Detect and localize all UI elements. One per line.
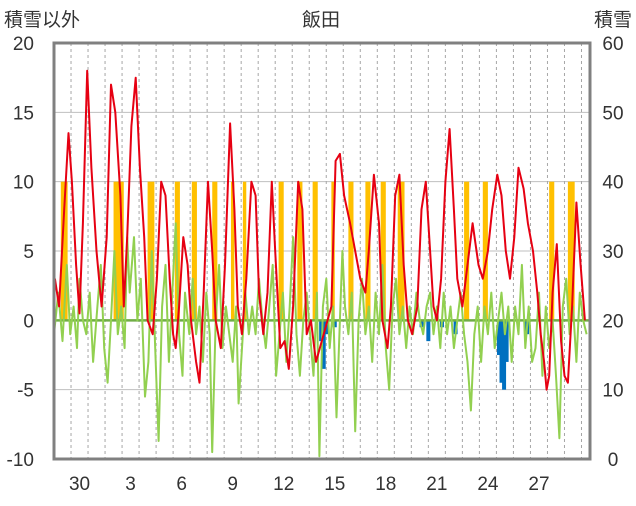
precipitation-bar [504, 320, 509, 362]
temperature-line [53, 69, 586, 391]
x-tick-label: 9 [227, 474, 238, 495]
sunshine-bar [397, 181, 405, 321]
sunshine-bar [549, 181, 555, 321]
sunshine-bar [464, 181, 470, 321]
x-tick-label: 21 [426, 474, 447, 495]
sunshine-bar [348, 181, 354, 321]
y-right-tick-label: 60 [602, 34, 623, 55]
x-tick-label: 27 [528, 474, 549, 495]
sunshine-bar [482, 181, 488, 321]
x-tick-label: 24 [477, 474, 499, 495]
y-left-tick-label: 0 [23, 311, 34, 332]
plot-frame [52, 41, 592, 461]
series-lines [53, 69, 590, 461]
y-axis-left: -10 -5 0 5 10 15 20 [7, 34, 34, 471]
y-right-tick-label: 30 [602, 242, 623, 263]
sunshine-bar [230, 181, 235, 321]
right-axis-label: 積雪 [594, 9, 632, 31]
y-right-tick-label: 0 [608, 450, 619, 471]
x-tick-label: 30 [69, 474, 90, 495]
sunshine-bar [312, 181, 318, 321]
y-right-tick-label: 50 [602, 103, 623, 124]
y-right-tick-label: 10 [602, 381, 623, 402]
y-axis-right: 0 10 20 30 40 50 60 [602, 34, 623, 471]
y-left-tick-label: 15 [13, 103, 34, 124]
plot-border [52, 41, 592, 461]
precipitation-bar [325, 320, 330, 335]
x-tick-label: 6 [176, 474, 187, 495]
sunshine-bar [297, 181, 303, 321]
sunshine-bar [278, 181, 284, 321]
x-tick-label: 15 [324, 474, 345, 495]
precipitation-bar [496, 320, 501, 355]
x-tick-label: 12 [273, 474, 294, 495]
sunshine-bar [212, 181, 218, 321]
precipitation-bar [319, 320, 324, 342]
sunshine-bar [60, 181, 68, 321]
left-axis-label: 積雪以外 [4, 9, 80, 31]
precipitation-bar [321, 320, 326, 369]
grid [54, 43, 590, 459]
y-right-tick-label: 40 [602, 173, 623, 194]
precipitation-bar [499, 320, 504, 383]
sunshine-bar [242, 181, 247, 321]
sunshine-bar [113, 181, 124, 321]
sunshine-bar [380, 181, 386, 321]
precipitation-bar [502, 320, 507, 390]
sunshine-bar [191, 181, 197, 321]
y-left-tick-label: 20 [13, 34, 34, 55]
y-left-tick-label: 5 [23, 242, 34, 263]
x-axis: 30 3 6 9 12 15 18 21 24 27 [69, 474, 550, 495]
precipitation-bar [332, 320, 337, 328]
precipitation-bar [426, 320, 431, 342]
sunshine-bar [567, 181, 575, 321]
y-right-tick-label: 20 [602, 311, 623, 332]
wind-line [53, 222, 588, 458]
y-left-tick-label: -5 [17, 381, 34, 402]
y-left-tick-label: -10 [7, 450, 34, 471]
y-left-tick-label: 10 [13, 173, 34, 194]
x-tick-label: 18 [375, 474, 396, 495]
x-tick-label: 3 [125, 474, 136, 495]
chart-title: 飯田 [302, 9, 340, 31]
